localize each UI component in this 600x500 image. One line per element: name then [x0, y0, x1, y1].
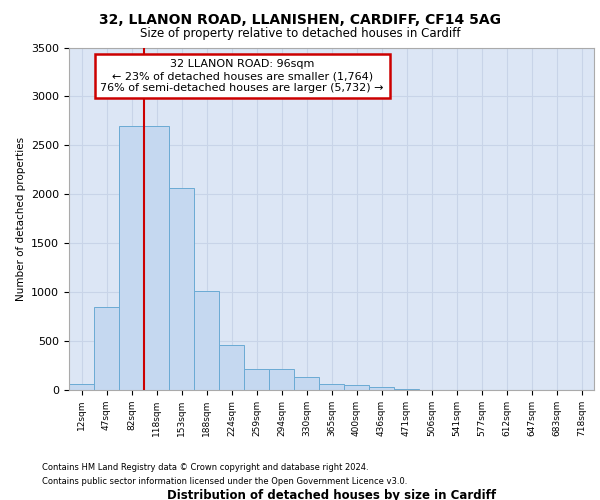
Bar: [69, 384, 94, 390]
Text: Size of property relative to detached houses in Cardiff: Size of property relative to detached ho…: [140, 28, 460, 40]
Bar: [269, 369, 294, 390]
Y-axis label: Number of detached properties: Number of detached properties: [16, 136, 26, 301]
Bar: [369, 386, 394, 390]
Bar: [194, 291, 219, 390]
X-axis label: Distribution of detached houses by size in Cardiff: Distribution of detached houses by size …: [167, 489, 496, 500]
Text: Contains public sector information licensed under the Open Government Licence v3: Contains public sector information licen…: [42, 477, 407, 486]
Bar: [244, 369, 269, 390]
Text: 32 LLANON ROAD: 96sqm
← 23% of detached houses are smaller (1,764)
76% of semi-d: 32 LLANON ROAD: 96sqm ← 23% of detached …: [101, 60, 384, 92]
Text: 32, LLANON ROAD, LLANISHEN, CARDIFF, CF14 5AG: 32, LLANON ROAD, LLANISHEN, CARDIFF, CF1…: [99, 12, 501, 26]
Bar: [219, 345, 244, 390]
Bar: [319, 384, 344, 390]
Bar: [144, 126, 169, 390]
Bar: [169, 188, 194, 390]
Bar: [119, 126, 144, 390]
Bar: [394, 388, 419, 390]
Text: Contains HM Land Registry data © Crown copyright and database right 2024.: Contains HM Land Registry data © Crown c…: [42, 464, 368, 472]
Bar: [294, 378, 319, 390]
Bar: [94, 307, 119, 390]
Bar: [344, 384, 369, 390]
